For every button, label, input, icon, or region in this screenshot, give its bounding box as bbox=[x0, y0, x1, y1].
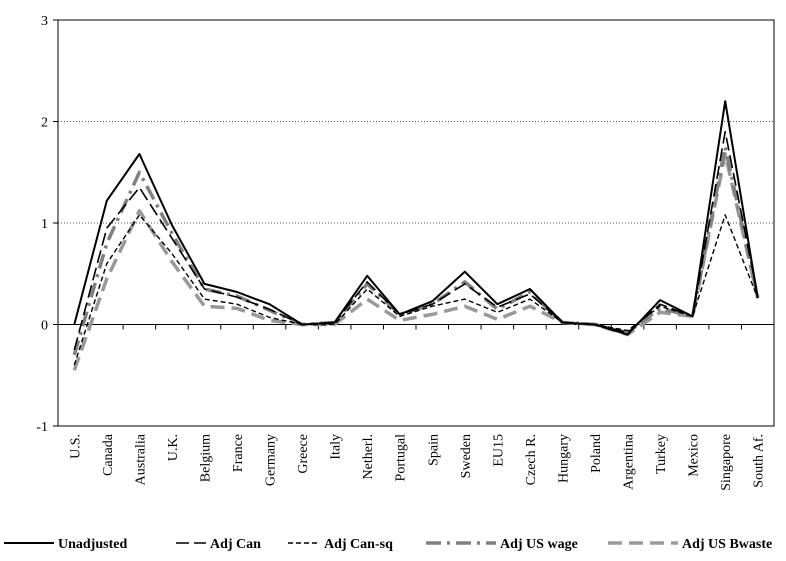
axes bbox=[53, 19, 775, 427]
x-tick-label: EU15 bbox=[491, 434, 506, 467]
x-tick-label: Turkey bbox=[654, 434, 669, 474]
legend-label-1: Adj Can bbox=[210, 537, 261, 552]
x-tick-label: Australia bbox=[133, 433, 148, 485]
x-tick-label: Greece bbox=[296, 434, 311, 474]
x-tick-label: Spain bbox=[426, 434, 441, 466]
x-tick-label: U.S. bbox=[68, 434, 83, 459]
x-tick-label: Belgium bbox=[198, 434, 213, 482]
x-tick-label: Canada bbox=[101, 433, 116, 476]
x-tick-label: Argentina bbox=[622, 433, 637, 490]
y-tick-label: -1 bbox=[36, 420, 48, 435]
gridlines bbox=[58, 121, 774, 224]
x-tick-label: Singapore bbox=[719, 434, 734, 491]
legend-label-2: Adj Can-sq bbox=[324, 537, 393, 552]
y-tick-label: 1 bbox=[41, 217, 48, 232]
x-tick-label: U.K. bbox=[166, 434, 181, 461]
y-tick-label: 0 bbox=[41, 319, 48, 334]
y-tick-labels: -1 0 1 2 3 bbox=[36, 14, 48, 435]
legend: Unadjusted Adj Can Adj Can-sq Adj US wage Ad… bbox=[4, 537, 772, 552]
x-tick-label: Sweden bbox=[459, 434, 474, 478]
x-tick-label: South Af. bbox=[752, 434, 767, 488]
series-lines bbox=[72, 100, 760, 371]
x-tick-labels: U.S. Canada Australia U.K. Belgium France Germ… bbox=[68, 433, 766, 491]
x-tick-label: Germany bbox=[264, 434, 279, 486]
x-tick-label: Czech R. bbox=[524, 434, 539, 485]
x-tick-label: Italy bbox=[329, 434, 344, 460]
legend-label-0: Unadjusted bbox=[58, 537, 127, 552]
x-tick-label: Hungary bbox=[556, 434, 571, 483]
x-tick-label: Portugal bbox=[394, 434, 409, 482]
x-tick-label: Poland bbox=[589, 434, 604, 473]
x-tick-label: France bbox=[231, 434, 246, 472]
series-line-4 bbox=[72, 152, 760, 371]
y-tick-label: 3 bbox=[41, 14, 48, 29]
series-line-3 bbox=[72, 145, 760, 356]
y-tick-label: 2 bbox=[41, 116, 48, 131]
legend-label-4: Adj US Bwaste bbox=[682, 537, 772, 552]
series-line-0 bbox=[73, 100, 759, 336]
legend-label-3: Adj US wage bbox=[500, 537, 578, 552]
x-tick-label: Mexico bbox=[687, 434, 702, 477]
x-tick-label: Netherl. bbox=[361, 434, 376, 479]
series-line-2 bbox=[73, 214, 759, 366]
